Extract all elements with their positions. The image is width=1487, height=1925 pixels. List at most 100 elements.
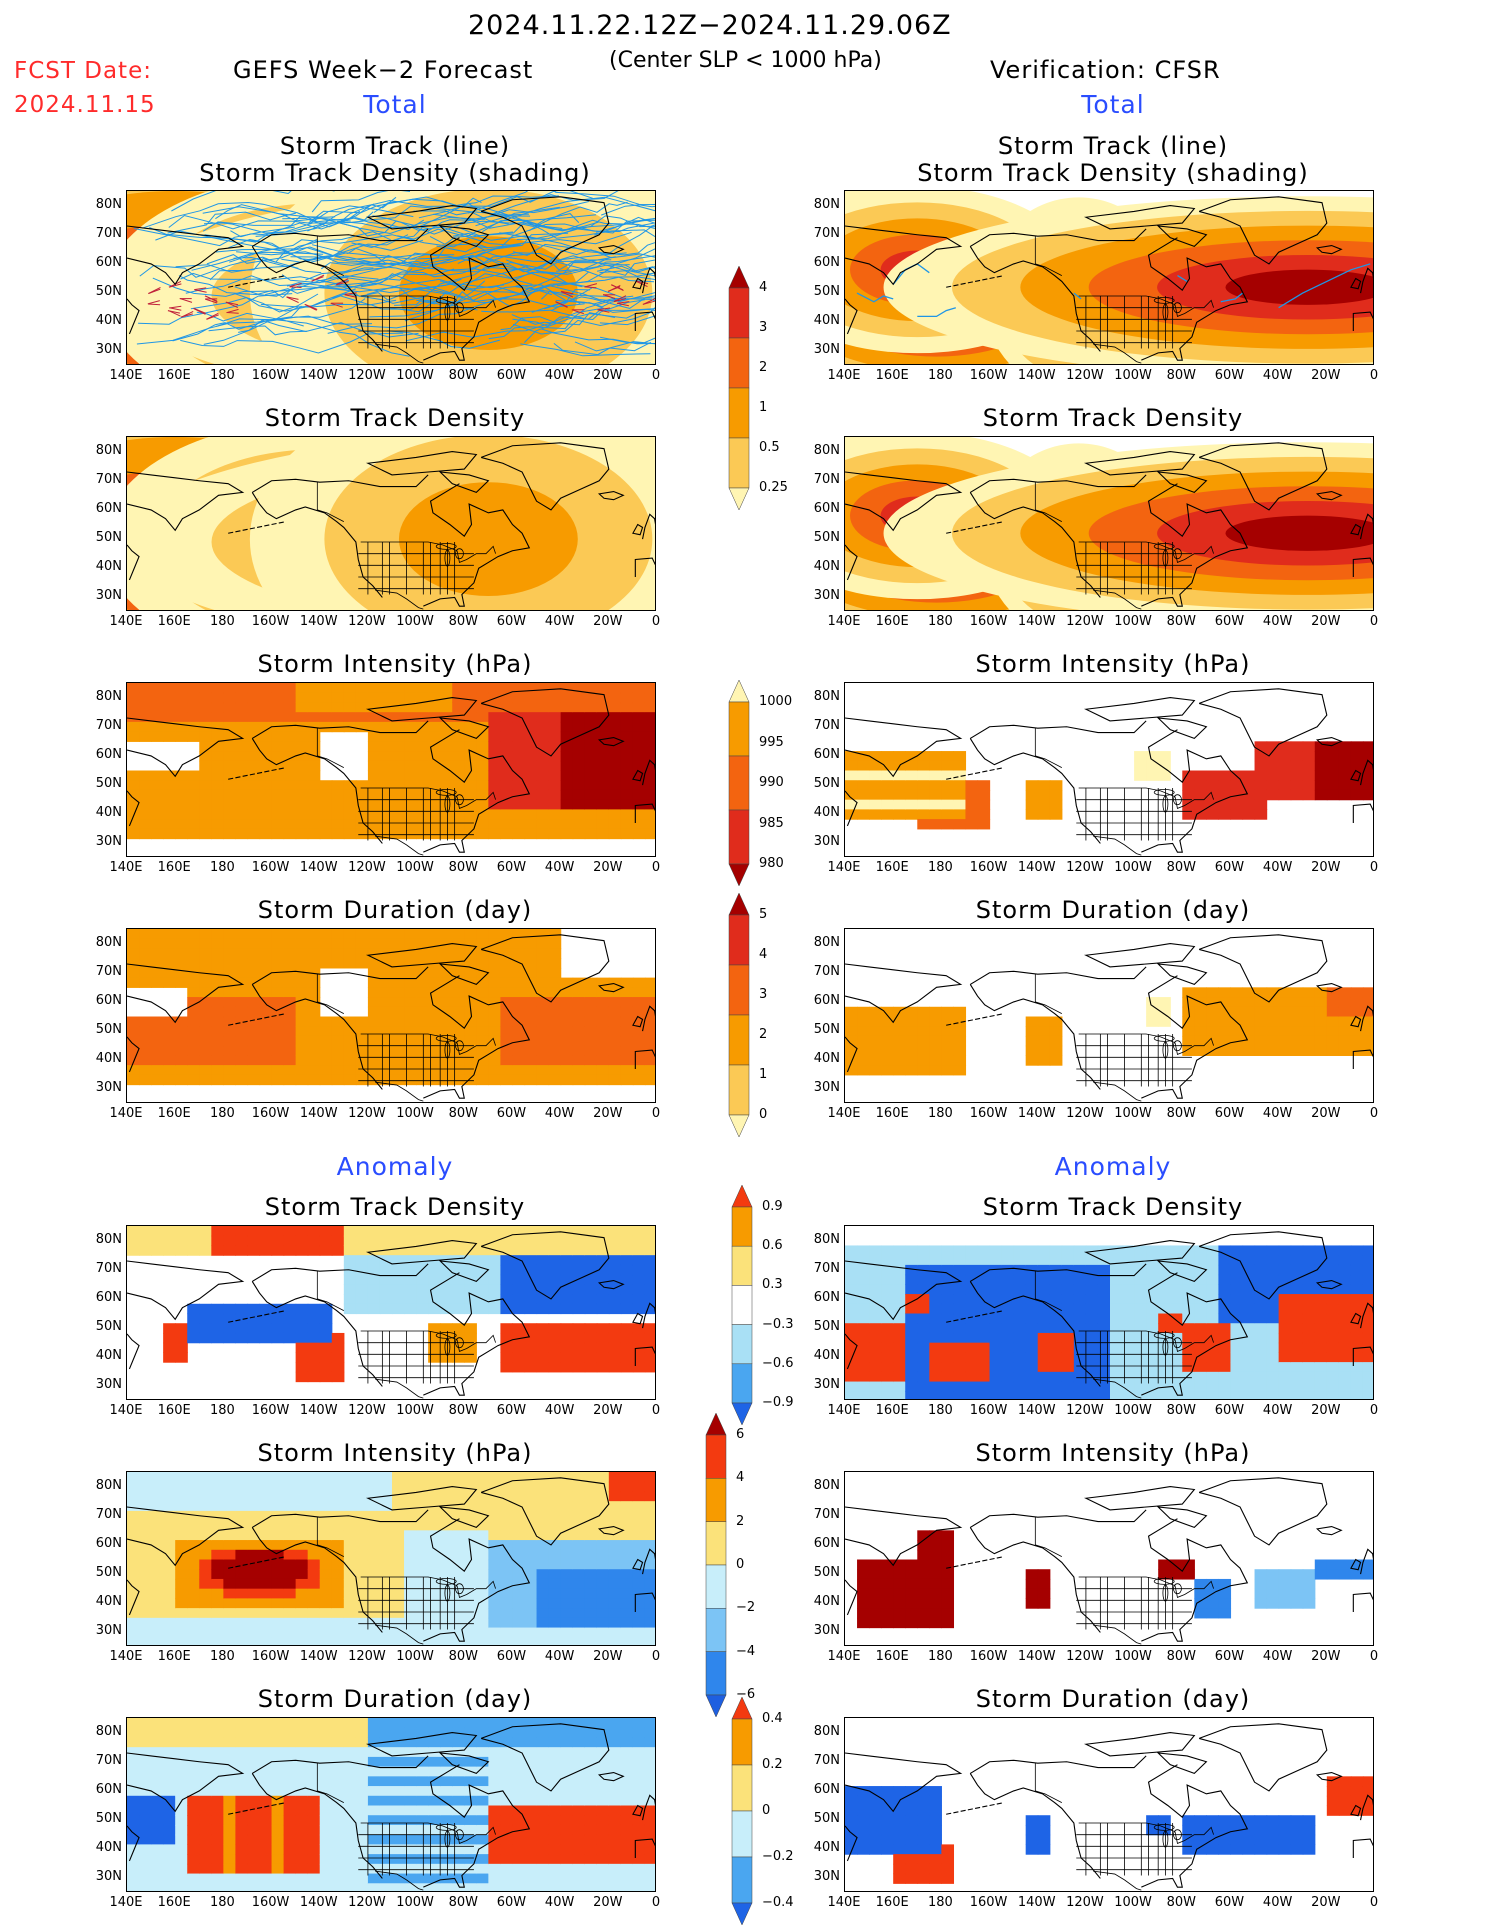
duration-cell [367, 987, 381, 998]
anomaly-cell [367, 1747, 381, 1758]
intensity-cell [187, 683, 200, 694]
storm-track-line [599, 259, 655, 276]
anomaly-cell [596, 1766, 610, 1777]
anomaly-cell [343, 1540, 357, 1551]
anomaly-cell [584, 1323, 598, 1334]
anomaly-cell [572, 1834, 586, 1845]
anomaly-cell [428, 1608, 441, 1619]
anomaly-cell [512, 1834, 526, 1845]
anomaly-cell [404, 1491, 417, 1502]
anomaly-cell [989, 1381, 1003, 1392]
anomaly-cell [283, 1617, 297, 1629]
intensity-cell [632, 683, 646, 694]
intensity-cell [247, 692, 261, 704]
anomaly-cell [392, 1235, 405, 1247]
anomaly-cell [464, 1294, 477, 1305]
anomaly-cell [1158, 1569, 1171, 1580]
anomaly-cell [404, 1226, 417, 1237]
anomaly-cell [524, 1491, 538, 1502]
intensity-cell [259, 683, 273, 694]
anomaly-cell [187, 1530, 200, 1541]
intensity-cell [1338, 770, 1352, 781]
anomaly-cell [440, 1805, 453, 1816]
anomaly-cell [1134, 1255, 1147, 1266]
anomaly-cell [596, 1747, 610, 1758]
anomaly-cell [343, 1824, 357, 1836]
intensity-cell [977, 799, 991, 810]
anomaly-cell [295, 1834, 309, 1845]
anomaly-cell [1350, 1313, 1364, 1324]
anomaly-cell [1013, 1264, 1027, 1276]
duration-cell [941, 1016, 955, 1027]
anomaly-cell [452, 1795, 465, 1807]
intensity-cell [343, 692, 357, 704]
anomaly-cell [476, 1637, 489, 1645]
intensity-cell [392, 741, 405, 752]
intensity-cell [295, 741, 309, 752]
intensity-cell [127, 683, 140, 694]
intensity-cell [404, 809, 417, 820]
anomaly-cell [151, 1883, 164, 1891]
anomaly-cell [163, 1569, 176, 1580]
anomaly-cell [331, 1362, 345, 1373]
anomaly-cell [632, 1491, 646, 1502]
duration-cell [343, 1055, 357, 1066]
anomaly-cell [965, 1255, 979, 1266]
intensity-cell [1290, 770, 1304, 781]
storm-track-line [234, 293, 319, 313]
duration-cell [1182, 1035, 1195, 1047]
intensity-cell [440, 770, 453, 781]
duration-cell [163, 1055, 176, 1066]
anomaly-cell [127, 1727, 140, 1739]
storm-center-track [226, 308, 239, 314]
duration-cell [929, 1016, 942, 1027]
duration-cell [536, 929, 550, 940]
anomaly-cell [536, 1235, 550, 1247]
intensity-cell [307, 819, 321, 830]
intensity-cell [452, 751, 465, 762]
duration-cell [307, 1045, 321, 1056]
anomaly-cell [331, 1352, 345, 1363]
anomaly-cell [1218, 1608, 1232, 1619]
anomaly-cell [524, 1727, 538, 1739]
duration-cell [163, 1074, 176, 1086]
intensity-cell [1254, 809, 1268, 820]
anomaly-cell [452, 1766, 465, 1777]
anomaly-cell [187, 1863, 200, 1875]
anomaly-cell [1278, 1371, 1292, 1383]
intensity-cell [512, 712, 526, 723]
anomaly-cell [259, 1235, 273, 1247]
duration-cell [929, 1045, 942, 1056]
anomaly-cell [560, 1854, 574, 1865]
duration-cell [1206, 1035, 1220, 1047]
anomaly-cell [392, 1520, 405, 1531]
anomaly-cell [857, 1332, 870, 1344]
anomaly-cell [632, 1540, 646, 1551]
duration-cell [379, 967, 393, 979]
anomaly-cell [199, 1323, 212, 1334]
anomaly-cell [644, 1362, 655, 1373]
anomaly-cell [452, 1863, 465, 1875]
anomaly-cell [379, 1510, 393, 1522]
duration-cell [247, 1074, 261, 1086]
anomaly-cell [536, 1727, 550, 1739]
anomaly-cell [596, 1235, 610, 1247]
anomaly-cell [307, 1569, 321, 1580]
anomaly-cell [452, 1747, 465, 1758]
storm-center-track [205, 298, 218, 304]
anomaly-cell [307, 1766, 321, 1777]
anomaly-cell [845, 1834, 858, 1845]
anomaly-cell [524, 1264, 538, 1276]
anomaly-cell [379, 1226, 393, 1237]
duration-cell [596, 987, 610, 998]
anomaly-cell [404, 1883, 417, 1891]
anomaly-cell [211, 1540, 224, 1551]
anomaly-cell [175, 1342, 188, 1353]
duration-cell [187, 1035, 200, 1047]
anomaly-cell [893, 1391, 906, 1399]
intensity-cell [881, 799, 894, 810]
intensity-cell [163, 828, 176, 840]
storm-track-line [469, 252, 616, 270]
anomaly-cell [929, 1255, 942, 1266]
storm-center-track [311, 274, 325, 282]
